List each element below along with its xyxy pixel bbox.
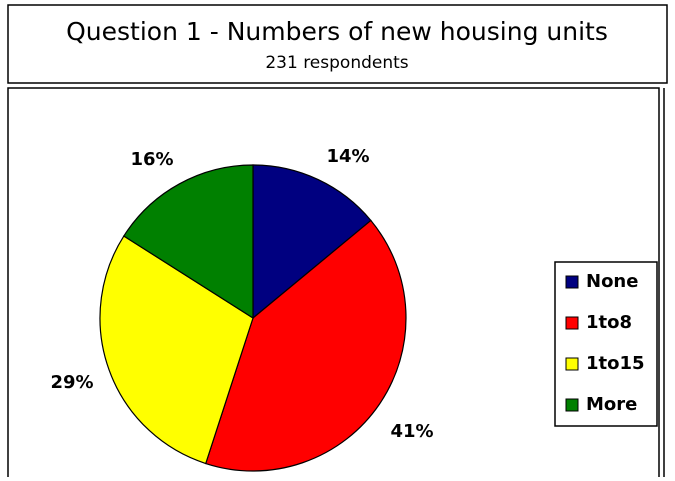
legend-label: 1to8 <box>586 312 632 333</box>
pie-slice <box>252 164 372 320</box>
data-label: 29% <box>50 372 93 393</box>
chart-title: Question 1 - Numbers of new housing unit… <box>66 17 608 46</box>
pie-slice <box>204 219 407 472</box>
legend-swatch <box>565 275 579 289</box>
legend-swatch <box>565 316 579 330</box>
pie-slice <box>99 235 254 465</box>
legend-label: 1to15 <box>586 353 645 374</box>
pie-slice <box>122 164 254 320</box>
data-label: 14% <box>326 146 369 167</box>
chart-subtitle: 231 respondents <box>265 53 408 73</box>
legend-swatch <box>565 398 579 412</box>
legend-label: None <box>586 271 638 292</box>
title-box <box>7 4 668 84</box>
legend-label: More <box>586 394 637 415</box>
data-label: 16% <box>130 149 173 170</box>
legend-swatch <box>565 357 579 371</box>
data-label: 41% <box>390 421 433 442</box>
